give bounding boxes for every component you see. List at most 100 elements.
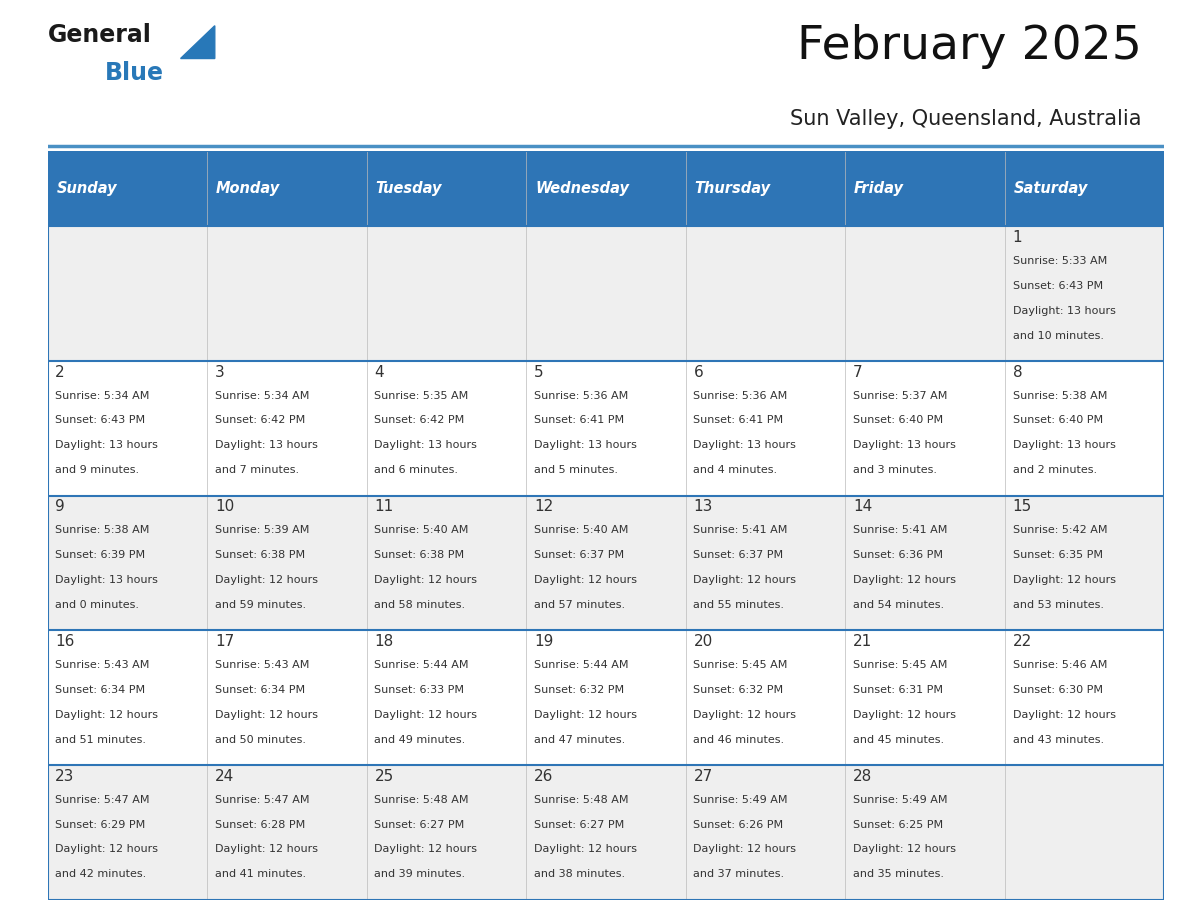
- Text: 4: 4: [374, 364, 384, 380]
- Text: and 42 minutes.: and 42 minutes.: [56, 869, 146, 879]
- Text: Daylight: 12 hours: Daylight: 12 hours: [694, 845, 796, 855]
- Text: Sunset: 6:42 PM: Sunset: 6:42 PM: [374, 416, 465, 426]
- Text: 25: 25: [374, 768, 393, 784]
- Text: and 47 minutes.: and 47 minutes.: [533, 734, 625, 744]
- Text: Daylight: 13 hours: Daylight: 13 hours: [56, 575, 158, 585]
- Text: and 35 minutes.: and 35 minutes.: [853, 869, 944, 879]
- Text: Daylight: 12 hours: Daylight: 12 hours: [853, 710, 956, 720]
- Text: Daylight: 12 hours: Daylight: 12 hours: [533, 710, 637, 720]
- Text: and 4 minutes.: and 4 minutes.: [694, 465, 778, 476]
- Text: Sunset: 6:43 PM: Sunset: 6:43 PM: [1012, 281, 1102, 291]
- Text: 21: 21: [853, 634, 872, 649]
- Text: Sunset: 6:32 PM: Sunset: 6:32 PM: [533, 685, 624, 695]
- Text: Monday: Monday: [216, 182, 280, 196]
- Text: 18: 18: [374, 634, 393, 649]
- Text: Sunset: 6:36 PM: Sunset: 6:36 PM: [853, 550, 943, 560]
- Text: 16: 16: [56, 634, 75, 649]
- Text: 12: 12: [533, 499, 554, 514]
- Text: Friday: Friday: [854, 182, 904, 196]
- Text: Daylight: 12 hours: Daylight: 12 hours: [1012, 710, 1116, 720]
- Text: Sunrise: 5:38 AM: Sunrise: 5:38 AM: [1012, 390, 1107, 400]
- Text: Sunrise: 5:36 AM: Sunrise: 5:36 AM: [694, 390, 788, 400]
- Text: Daylight: 13 hours: Daylight: 13 hours: [533, 441, 637, 451]
- Text: Sunrise: 5:42 AM: Sunrise: 5:42 AM: [1012, 525, 1107, 535]
- Text: and 9 minutes.: and 9 minutes.: [56, 465, 139, 476]
- Text: and 41 minutes.: and 41 minutes.: [215, 869, 307, 879]
- Text: Sunrise: 5:45 AM: Sunrise: 5:45 AM: [853, 660, 947, 670]
- Text: and 49 minutes.: and 49 minutes.: [374, 734, 466, 744]
- Text: Daylight: 13 hours: Daylight: 13 hours: [1012, 441, 1116, 451]
- Text: Sunrise: 5:33 AM: Sunrise: 5:33 AM: [1012, 256, 1107, 266]
- Bar: [48, 765, 1164, 900]
- Bar: [48, 496, 1164, 631]
- Text: and 58 minutes.: and 58 minutes.: [374, 600, 466, 610]
- Text: Sunset: 6:26 PM: Sunset: 6:26 PM: [694, 820, 784, 830]
- Text: Sunrise: 5:43 AM: Sunrise: 5:43 AM: [215, 660, 309, 670]
- Text: Sunset: 6:28 PM: Sunset: 6:28 PM: [215, 820, 305, 830]
- Text: Sunrise: 5:45 AM: Sunrise: 5:45 AM: [694, 660, 788, 670]
- Text: Tuesday: Tuesday: [375, 182, 442, 196]
- Text: Sunset: 6:32 PM: Sunset: 6:32 PM: [694, 685, 784, 695]
- Text: Daylight: 12 hours: Daylight: 12 hours: [374, 710, 478, 720]
- Text: Sunrise: 5:40 AM: Sunrise: 5:40 AM: [533, 525, 628, 535]
- Text: Daylight: 12 hours: Daylight: 12 hours: [853, 575, 956, 585]
- Text: Sunset: 6:41 PM: Sunset: 6:41 PM: [533, 416, 624, 426]
- Text: Daylight: 12 hours: Daylight: 12 hours: [56, 845, 158, 855]
- Bar: [48, 227, 1164, 361]
- Text: Daylight: 13 hours: Daylight: 13 hours: [56, 441, 158, 451]
- Text: Daylight: 12 hours: Daylight: 12 hours: [374, 845, 478, 855]
- Text: 11: 11: [374, 499, 393, 514]
- Text: 9: 9: [56, 499, 65, 514]
- Text: 27: 27: [694, 768, 713, 784]
- Text: Sunrise: 5:44 AM: Sunrise: 5:44 AM: [374, 660, 469, 670]
- Text: Sunset: 6:31 PM: Sunset: 6:31 PM: [853, 685, 943, 695]
- Text: Sunset: 6:38 PM: Sunset: 6:38 PM: [215, 550, 305, 560]
- Text: 19: 19: [533, 634, 554, 649]
- Text: Sunrise: 5:41 AM: Sunrise: 5:41 AM: [853, 525, 947, 535]
- Text: Daylight: 12 hours: Daylight: 12 hours: [694, 575, 796, 585]
- Text: Sunrise: 5:43 AM: Sunrise: 5:43 AM: [56, 660, 150, 670]
- Text: Sunset: 6:39 PM: Sunset: 6:39 PM: [56, 550, 145, 560]
- Text: 3: 3: [215, 364, 225, 380]
- Text: Daylight: 12 hours: Daylight: 12 hours: [694, 710, 796, 720]
- Text: Sunrise: 5:41 AM: Sunrise: 5:41 AM: [694, 525, 788, 535]
- Text: 14: 14: [853, 499, 872, 514]
- Text: Daylight: 13 hours: Daylight: 13 hours: [853, 441, 956, 451]
- Bar: [48, 631, 1164, 765]
- Text: and 37 minutes.: and 37 minutes.: [694, 869, 784, 879]
- Text: and 0 minutes.: and 0 minutes.: [56, 600, 139, 610]
- Text: Sunrise: 5:46 AM: Sunrise: 5:46 AM: [1012, 660, 1107, 670]
- Text: 8: 8: [1012, 364, 1022, 380]
- Text: Sunset: 6:35 PM: Sunset: 6:35 PM: [1012, 550, 1102, 560]
- Text: Daylight: 13 hours: Daylight: 13 hours: [694, 441, 796, 451]
- Text: Sunrise: 5:38 AM: Sunrise: 5:38 AM: [56, 525, 150, 535]
- Text: 20: 20: [694, 634, 713, 649]
- Text: Sunrise: 5:35 AM: Sunrise: 5:35 AM: [374, 390, 468, 400]
- Text: 15: 15: [1012, 499, 1031, 514]
- Text: Daylight: 12 hours: Daylight: 12 hours: [853, 845, 956, 855]
- Text: Sunset: 6:25 PM: Sunset: 6:25 PM: [853, 820, 943, 830]
- Text: Sunset: 6:27 PM: Sunset: 6:27 PM: [374, 820, 465, 830]
- Text: and 46 minutes.: and 46 minutes.: [694, 734, 784, 744]
- Text: 22: 22: [1012, 634, 1031, 649]
- Text: Daylight: 13 hours: Daylight: 13 hours: [1012, 306, 1116, 316]
- Text: Daylight: 12 hours: Daylight: 12 hours: [215, 710, 318, 720]
- Text: 23: 23: [56, 768, 75, 784]
- Text: Sunset: 6:37 PM: Sunset: 6:37 PM: [694, 550, 784, 560]
- Text: Sunrise: 5:48 AM: Sunrise: 5:48 AM: [533, 795, 628, 804]
- Text: and 7 minutes.: and 7 minutes.: [215, 465, 299, 476]
- Text: Sunrise: 5:48 AM: Sunrise: 5:48 AM: [374, 795, 469, 804]
- Text: Sunset: 6:34 PM: Sunset: 6:34 PM: [56, 685, 145, 695]
- Text: Sunrise: 5:44 AM: Sunrise: 5:44 AM: [533, 660, 628, 670]
- Bar: [48, 361, 1164, 496]
- Text: Daylight: 12 hours: Daylight: 12 hours: [1012, 575, 1116, 585]
- Text: Sunset: 6:38 PM: Sunset: 6:38 PM: [374, 550, 465, 560]
- Text: Sunset: 6:34 PM: Sunset: 6:34 PM: [215, 685, 305, 695]
- Text: Daylight: 12 hours: Daylight: 12 hours: [56, 710, 158, 720]
- Text: Sunset: 6:43 PM: Sunset: 6:43 PM: [56, 416, 145, 426]
- Text: Sunrise: 5:36 AM: Sunrise: 5:36 AM: [533, 390, 628, 400]
- Text: and 3 minutes.: and 3 minutes.: [853, 465, 937, 476]
- Text: and 43 minutes.: and 43 minutes.: [1012, 734, 1104, 744]
- Bar: [48, 151, 1164, 226]
- Text: Sunrise: 5:37 AM: Sunrise: 5:37 AM: [853, 390, 947, 400]
